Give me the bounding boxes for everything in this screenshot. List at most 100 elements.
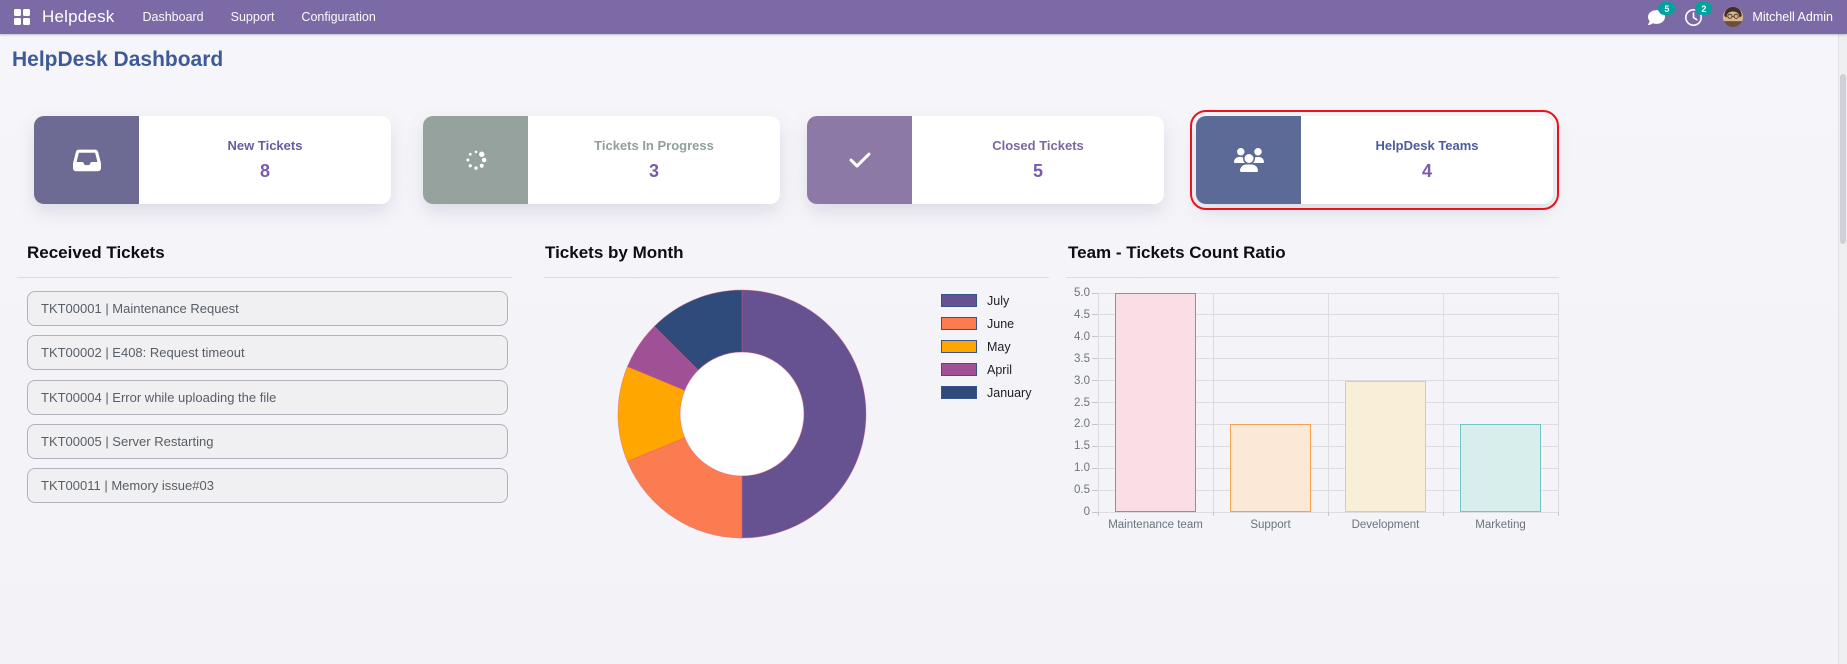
messages-button[interactable]: 5 — [1648, 2, 1676, 26]
activities-badge: 2 — [1695, 2, 1713, 15]
y-axis-tick-label: 4.0 — [1074, 330, 1090, 343]
apps-grid-icon[interactable] — [14, 9, 30, 25]
kpi-meta: New Tickets 8 — [139, 116, 391, 204]
donut-slice-july[interactable] — [741, 289, 867, 539]
navbar-right: 5 2 Mitchell Admin — [1648, 0, 1833, 34]
kpi-card-label: Closed Tickets — [992, 138, 1084, 153]
kpi-card-tickets-in-progress[interactable]: Tickets In Progress 3 — [423, 116, 780, 204]
navbar-left: Helpdesk Dashboard Support Configuration — [0, 0, 376, 34]
kpi-meta: Closed Tickets 5 — [912, 116, 1164, 204]
y-axis-tick-mark — [1092, 292, 1098, 294]
apps-grid-square — [23, 18, 30, 25]
donut-slice-january[interactable] — [653, 289, 743, 371]
legend-label: April — [987, 362, 1013, 377]
y-axis-tick-mark — [1092, 467, 1098, 469]
bar-support[interactable] — [1230, 424, 1311, 512]
y-axis-tick-label: 3.0 — [1074, 374, 1090, 387]
legend-label: May — [987, 339, 1011, 354]
page-title: HelpDesk Dashboard — [12, 48, 224, 71]
kpi-card-value: 8 — [259, 161, 270, 181]
ticket-item-2[interactable]: TKT00004 | Error while uploading the fil… — [27, 379, 508, 415]
kpi-icon-tile — [34, 116, 139, 204]
legend-swatch — [941, 363, 977, 376]
bar-maintenance-team[interactable] — [1115, 293, 1196, 512]
nav-item-dashboard[interactable]: Dashboard — [142, 10, 204, 24]
apps-grid-square — [14, 9, 21, 16]
scrollbar-track — [1838, 34, 1847, 664]
y-axis-tick-label: 0.5 — [1074, 484, 1090, 497]
donut-legend: July June May April January — [941, 293, 1031, 400]
team-icon — [1233, 148, 1264, 172]
team-tickets-ratio-title: Team - Tickets Count Ratio — [1068, 243, 1286, 262]
legend-label: July — [987, 293, 1010, 308]
legend-swatch — [941, 317, 977, 330]
activity-clock-icon — [1685, 9, 1703, 26]
x-axis-tick-mark — [1557, 512, 1559, 516]
nav-item-configuration[interactable]: Configuration — [301, 10, 376, 24]
navbar-menu: Dashboard Support Configuration — [142, 0, 375, 34]
spinner-icon — [465, 150, 486, 170]
kpi-icon-tile — [423, 116, 528, 204]
donut-hole — [681, 353, 803, 475]
legend-item-april[interactable]: April — [941, 362, 1031, 377]
legend-swatch — [941, 386, 977, 399]
kpi-meta: HelpDesk Teams 4 — [1301, 116, 1553, 204]
legend-swatch — [941, 294, 977, 307]
y-axis-tick-label: 0 — [1083, 506, 1090, 518]
kpi-card-label: HelpDesk Teams — [1375, 138, 1479, 153]
tickets-by-month-title: Tickets by Month — [545, 243, 684, 262]
kpi-card-value: 3 — [648, 161, 659, 181]
gridline-vertical — [1557, 293, 1559, 512]
y-axis-tick-mark — [1092, 445, 1098, 447]
kpi-card-value: 5 — [1032, 161, 1043, 181]
check-icon — [848, 152, 870, 168]
y-axis-tick-mark — [1092, 489, 1098, 491]
inbox-icon — [72, 149, 101, 171]
kpi-card-closed-tickets[interactable]: Closed Tickets 5 — [807, 116, 1164, 204]
y-axis-tick-label: 3.5 — [1074, 352, 1090, 365]
app-brand[interactable]: Helpdesk — [42, 7, 115, 26]
legend-item-may[interactable]: May — [941, 339, 1031, 354]
y-axis-tick-label: 4.5 — [1074, 308, 1090, 321]
y-axis-tick-mark — [1092, 358, 1098, 360]
x-axis-tick-mark — [1212, 512, 1214, 516]
kpi-card-new-tickets[interactable]: New Tickets 8 — [34, 116, 391, 204]
legend-swatch — [941, 340, 977, 353]
user-name: Mitchell Admin — [1752, 10, 1833, 24]
received-tickets-title: Received Tickets — [27, 243, 165, 262]
bar-development[interactable] — [1345, 380, 1426, 512]
top-navbar: Helpdesk Dashboard Support Configuration 5… — [0, 0, 1847, 34]
x-axis-tick-mark — [1442, 512, 1444, 516]
x-axis-tick-mark — [1327, 512, 1329, 516]
kpi-card-value: 4 — [1421, 161, 1432, 181]
kpi-card-helpdesk-teams[interactable]: HelpDesk Teams 4 — [1190, 110, 1559, 210]
ticket-item-1[interactable]: TKT00002 | E408: Request timeout — [27, 335, 508, 371]
legend-item-july[interactable]: July — [941, 293, 1031, 308]
user-avatar — [1722, 6, 1744, 28]
apps-grid-square — [23, 9, 30, 16]
scrollbar-thumb[interactable] — [1840, 74, 1846, 244]
y-axis-tick-mark — [1092, 511, 1098, 513]
ticket-item-3[interactable]: TKT00005 | Server Restarting — [27, 423, 508, 459]
y-axis-tick-label: 2.5 — [1074, 396, 1090, 409]
y-axis-tick-label: 2.0 — [1074, 418, 1090, 431]
legend-item-january[interactable]: January — [941, 386, 1031, 400]
activities-button[interactable]: 2 — [1685, 2, 1713, 26]
x-axis-category-label: Support — [1250, 519, 1291, 531]
kpi-meta: Tickets In Progress 3 — [528, 116, 780, 204]
y-axis-tick-mark — [1092, 380, 1098, 382]
x-axis-tick-mark — [1097, 512, 1099, 516]
section-divider — [17, 277, 512, 278]
donut-chart — [617, 289, 867, 539]
user-menu[interactable]: Mitchell Admin — [1722, 6, 1833, 28]
legend-item-june[interactable]: June — [941, 317, 1031, 331]
bar-marketing[interactable] — [1460, 424, 1541, 512]
bar-chart: 0 0.5 1.0 1.5 2.0 2.5 3.0 3.5 4.0 4.5 5.0 Maintenan… — [1074, 287, 1559, 531]
ticket-item-4[interactable]: TKT00011 | Memory issue#03 — [27, 468, 508, 504]
nav-item-support[interactable]: Support — [230, 10, 275, 24]
gridline-vertical — [1442, 293, 1444, 512]
y-axis-tick-label: 5.0 — [1074, 287, 1090, 299]
ticket-item-0[interactable]: TKT00001 | Maintenance Request — [27, 291, 508, 326]
messages-badge: 5 — [1658, 2, 1676, 15]
x-axis-category-label: Marketing — [1475, 519, 1526, 531]
